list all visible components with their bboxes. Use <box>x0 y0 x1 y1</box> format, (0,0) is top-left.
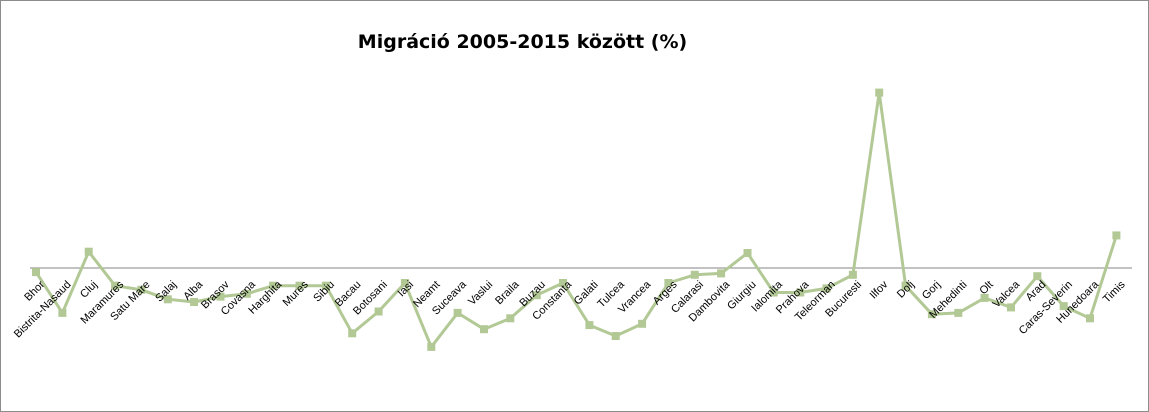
data-point-alba <box>190 298 199 306</box>
data-point-bhor <box>32 268 40 277</box>
x-tick-label: Braila <box>493 278 522 307</box>
data-point-prahova <box>796 288 805 297</box>
data-point-mehedinti <box>954 308 963 317</box>
x-tick-label: Cluj <box>78 279 100 301</box>
data-point-suceava <box>453 308 462 317</box>
x-tick-label: Vaslui <box>466 279 495 308</box>
x-tick-label: Dolj <box>895 279 917 301</box>
data-point-bacau <box>348 329 357 338</box>
data-point-teleorman <box>822 284 831 293</box>
data-point-vaslui <box>480 325 488 334</box>
data-point-iasi <box>400 279 409 287</box>
data-point-bucuresti <box>848 270 857 279</box>
data-point-tulcea <box>611 332 620 340</box>
data-point-cluj <box>84 247 93 256</box>
data-point-galati <box>585 321 594 330</box>
data-point-salaj <box>163 295 172 304</box>
series-layer <box>32 88 1121 351</box>
x-tick-label: Olt <box>977 279 995 297</box>
data-point-harghita <box>269 281 278 290</box>
data-point-olt <box>980 293 989 302</box>
data-point-dolj <box>901 281 910 290</box>
data-point-vrancea <box>638 319 647 328</box>
data-point-buzau <box>532 291 541 300</box>
x-tick-label: Iasi <box>396 279 417 300</box>
data-point-sibiu <box>321 281 330 290</box>
data-point-gorj <box>927 310 936 319</box>
data-point-maramures <box>111 281 120 290</box>
data-point-brasov <box>216 292 225 301</box>
data-point-giurgiu <box>743 249 752 257</box>
data-point-covasna <box>242 289 251 298</box>
x-tick-label: Timis <box>1101 278 1128 305</box>
data-point-dambovita <box>717 269 726 278</box>
data-point-hunedoara <box>1086 314 1094 323</box>
data-point-arges <box>664 279 673 287</box>
data-point-braila <box>506 314 515 323</box>
x-tick-label: Gorj <box>920 279 943 302</box>
data-point-ilfov <box>875 88 884 97</box>
data-point-satu mare <box>137 285 146 294</box>
data-point-neamt <box>427 342 436 351</box>
series-line <box>34 91 1118 349</box>
data-point-valcea <box>1007 303 1015 312</box>
data-point-bistrita-nasaud <box>58 308 67 317</box>
data-point-caras-severin <box>1059 302 1068 311</box>
data-point-constanta <box>559 279 567 287</box>
data-point-mures <box>295 281 304 290</box>
chart-title: Migráció 2005-2015 között (%) <box>357 31 688 53</box>
data-point-calarasi <box>690 270 699 279</box>
data-point-arad <box>1033 272 1042 281</box>
data-point-timis <box>1112 231 1121 240</box>
data-point-botosani <box>374 307 383 316</box>
x-tick-label: Ilfov <box>868 278 891 301</box>
data-point-ialomita <box>769 288 778 297</box>
